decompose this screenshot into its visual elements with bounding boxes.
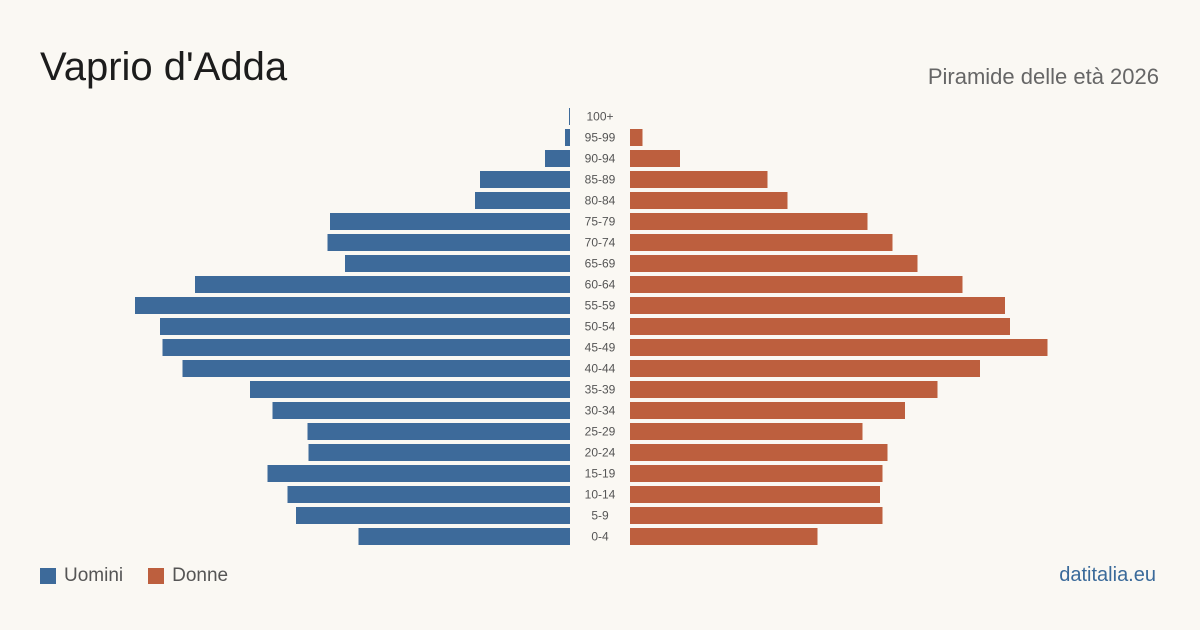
legend-item-women: Donne <box>148 565 228 587</box>
bar-men-80-84 <box>475 192 570 209</box>
bar-women-70-74 <box>630 234 893 251</box>
bar-women-45-49 <box>630 339 1048 356</box>
bar-women-50-54 <box>630 318 1010 335</box>
chart-title: Vaprio d'Adda <box>40 45 288 89</box>
age-label-75-79: 75-79 <box>585 215 616 229</box>
bar-men-15-19 <box>267 465 570 482</box>
bar-men-70-74 <box>327 234 570 251</box>
age-label-70-74: 70-74 <box>585 236 616 250</box>
bar-women-10-14 <box>630 486 880 503</box>
bar-men-25-29 <box>307 423 570 440</box>
legend-swatch-men <box>40 568 56 584</box>
age-label-0-4: 0-4 <box>591 530 609 544</box>
bar-men-75-79 <box>330 213 570 230</box>
bar-women-80-84 <box>630 192 788 209</box>
bar-men-45-49 <box>162 339 570 356</box>
legend-swatch-women <box>148 568 165 584</box>
bar-men-55-59 <box>135 297 570 314</box>
age-label-55-59: 55-59 <box>585 299 616 313</box>
age-label-30-34: 30-34 <box>585 404 616 418</box>
bar-women-0-4 <box>630 528 818 545</box>
bar-men-40-44 <box>182 360 570 377</box>
bar-women-95-99 <box>630 129 643 146</box>
bar-men-10-14 <box>287 486 570 503</box>
bar-men-5-9 <box>296 507 570 524</box>
bar-women-5-9 <box>630 507 883 524</box>
bar-women-20-24 <box>630 444 888 461</box>
age-label-50-54: 50-54 <box>585 320 616 334</box>
legend-item-men: Uomini <box>40 565 123 587</box>
age-label-85-89: 85-89 <box>585 173 616 187</box>
age-label-100+: 100+ <box>586 110 613 124</box>
bar-women-25-29 <box>630 423 863 440</box>
bar-men-50-54 <box>160 318 570 335</box>
age-label-35-39: 35-39 <box>585 383 616 397</box>
age-label-25-29: 25-29 <box>585 425 616 439</box>
bar-women-60-64 <box>630 276 963 293</box>
legend-label-men: Uomini <box>64 565 124 586</box>
bar-men-0-4 <box>358 528 570 545</box>
age-label-15-19: 15-19 <box>585 467 616 481</box>
bar-women-90-94 <box>630 150 680 167</box>
age-label-65-69: 65-69 <box>585 257 616 271</box>
age-label-95-99: 95-99 <box>585 131 616 145</box>
chart-subtitle: Piramide delle età 2026 <box>927 64 1159 89</box>
bar-women-85-89 <box>630 171 768 188</box>
bar-women-65-69 <box>630 255 918 272</box>
legend: Uomini Donne <box>40 565 253 587</box>
age-label-5-9: 5-9 <box>591 509 609 523</box>
age-label-60-64: 60-64 <box>585 278 616 292</box>
bar-men-60-64 <box>195 276 570 293</box>
bar-women-35-39 <box>630 381 938 398</box>
bar-men-85-89 <box>480 171 570 188</box>
bar-men-30-34 <box>272 402 570 419</box>
source-link[interactable]: datitalia.eu <box>1059 564 1156 586</box>
bar-women-40-44 <box>630 360 980 377</box>
bar-men-65-69 <box>345 255 570 272</box>
bar-women-15-19 <box>630 465 883 482</box>
age-label-20-24: 20-24 <box>585 446 616 460</box>
bar-men-90-94 <box>545 150 570 167</box>
bar-men-20-24 <box>308 444 570 461</box>
bar-women-75-79 <box>630 213 868 230</box>
age-label-40-44: 40-44 <box>585 362 616 376</box>
age-label-10-14: 10-14 <box>585 488 616 502</box>
bar-women-55-59 <box>630 297 1005 314</box>
legend-label-women: Donne <box>172 565 229 586</box>
bar-men-95-99 <box>565 129 570 146</box>
age-label-45-49: 45-49 <box>585 341 616 355</box>
bar-men-35-39 <box>250 381 570 398</box>
age-label-80-84: 80-84 <box>585 194 616 208</box>
bar-men-100+ <box>569 108 570 125</box>
bar-women-30-34 <box>630 402 905 419</box>
age-label-90-94: 90-94 <box>585 152 616 166</box>
